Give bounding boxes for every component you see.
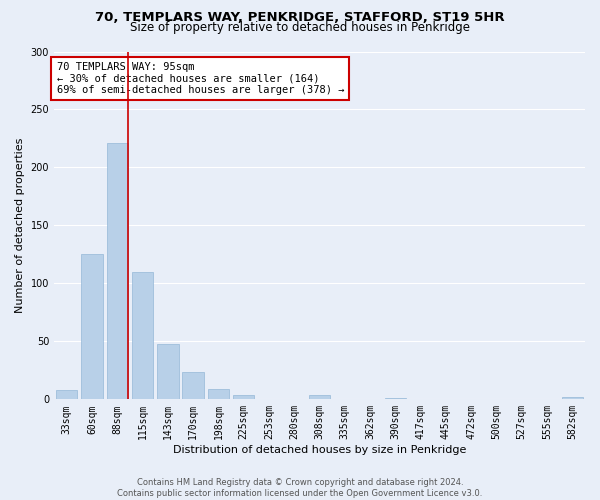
Bar [208,389,229,400]
Text: 70 TEMPLARS WAY: 95sqm
← 30% of detached houses are smaller (164)
69% of semi-de: 70 TEMPLARS WAY: 95sqm ← 30% of detached… [56,62,344,95]
Bar [182,372,204,400]
Bar [385,398,406,400]
Text: Contains HM Land Registry data © Crown copyright and database right 2024.
Contai: Contains HM Land Registry data © Crown c… [118,478,482,498]
Bar [233,394,254,400]
Bar [56,390,77,400]
Bar [132,272,153,400]
X-axis label: Distribution of detached houses by size in Penkridge: Distribution of detached houses by size … [173,445,466,455]
Bar [81,254,103,400]
Bar [107,143,128,400]
Y-axis label: Number of detached properties: Number of detached properties [15,138,25,313]
Text: 70, TEMPLARS WAY, PENKRIDGE, STAFFORD, ST19 5HR: 70, TEMPLARS WAY, PENKRIDGE, STAFFORD, S… [95,11,505,24]
Bar [562,397,583,400]
Bar [157,344,179,400]
Text: Size of property relative to detached houses in Penkridge: Size of property relative to detached ho… [130,21,470,34]
Bar [309,394,330,400]
